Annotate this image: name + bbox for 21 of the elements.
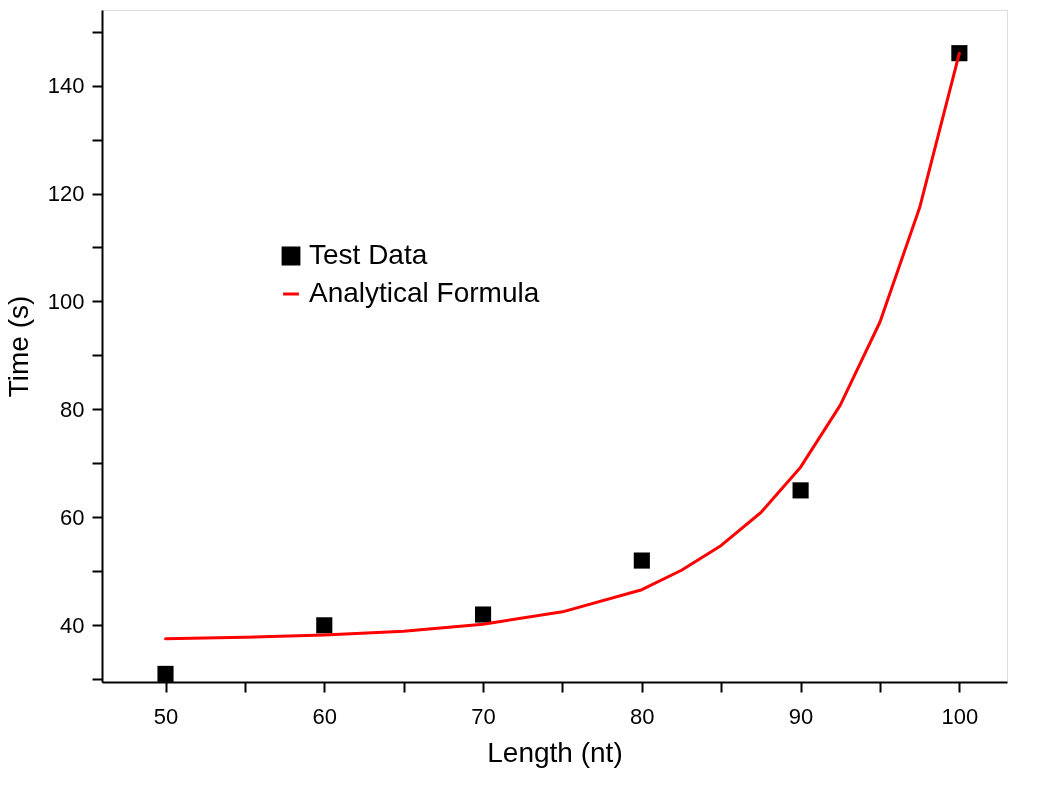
point — [316, 617, 333, 634]
x-tick-label: 50 — [153, 703, 179, 729]
point — [633, 552, 650, 569]
point — [157, 665, 174, 682]
y-tick-label: 40 — [60, 612, 85, 638]
y-tick-label: 80 — [60, 396, 85, 422]
y-axis-title: Time (s) — [2, 295, 34, 398]
x-tick-label: 80 — [630, 703, 655, 729]
x-tick-label: 100 — [941, 703, 979, 729]
x-tick-label: 70 — [471, 703, 496, 729]
y-tick-label: 60 — [60, 504, 85, 530]
y-tick-label: 140 — [47, 73, 85, 99]
y-tick-label: 120 — [47, 181, 85, 207]
y-tick-label: 100 — [47, 288, 85, 314]
point — [474, 606, 492, 623]
legend-label: Test Data — [309, 239, 428, 270]
x-tick-label: 90 — [788, 703, 814, 729]
legend-label: Analytical Formula — [309, 277, 540, 308]
point — [792, 482, 809, 499]
x-tick-label: 60 — [312, 703, 338, 729]
x-axis-title: Length (nt) — [487, 736, 623, 768]
